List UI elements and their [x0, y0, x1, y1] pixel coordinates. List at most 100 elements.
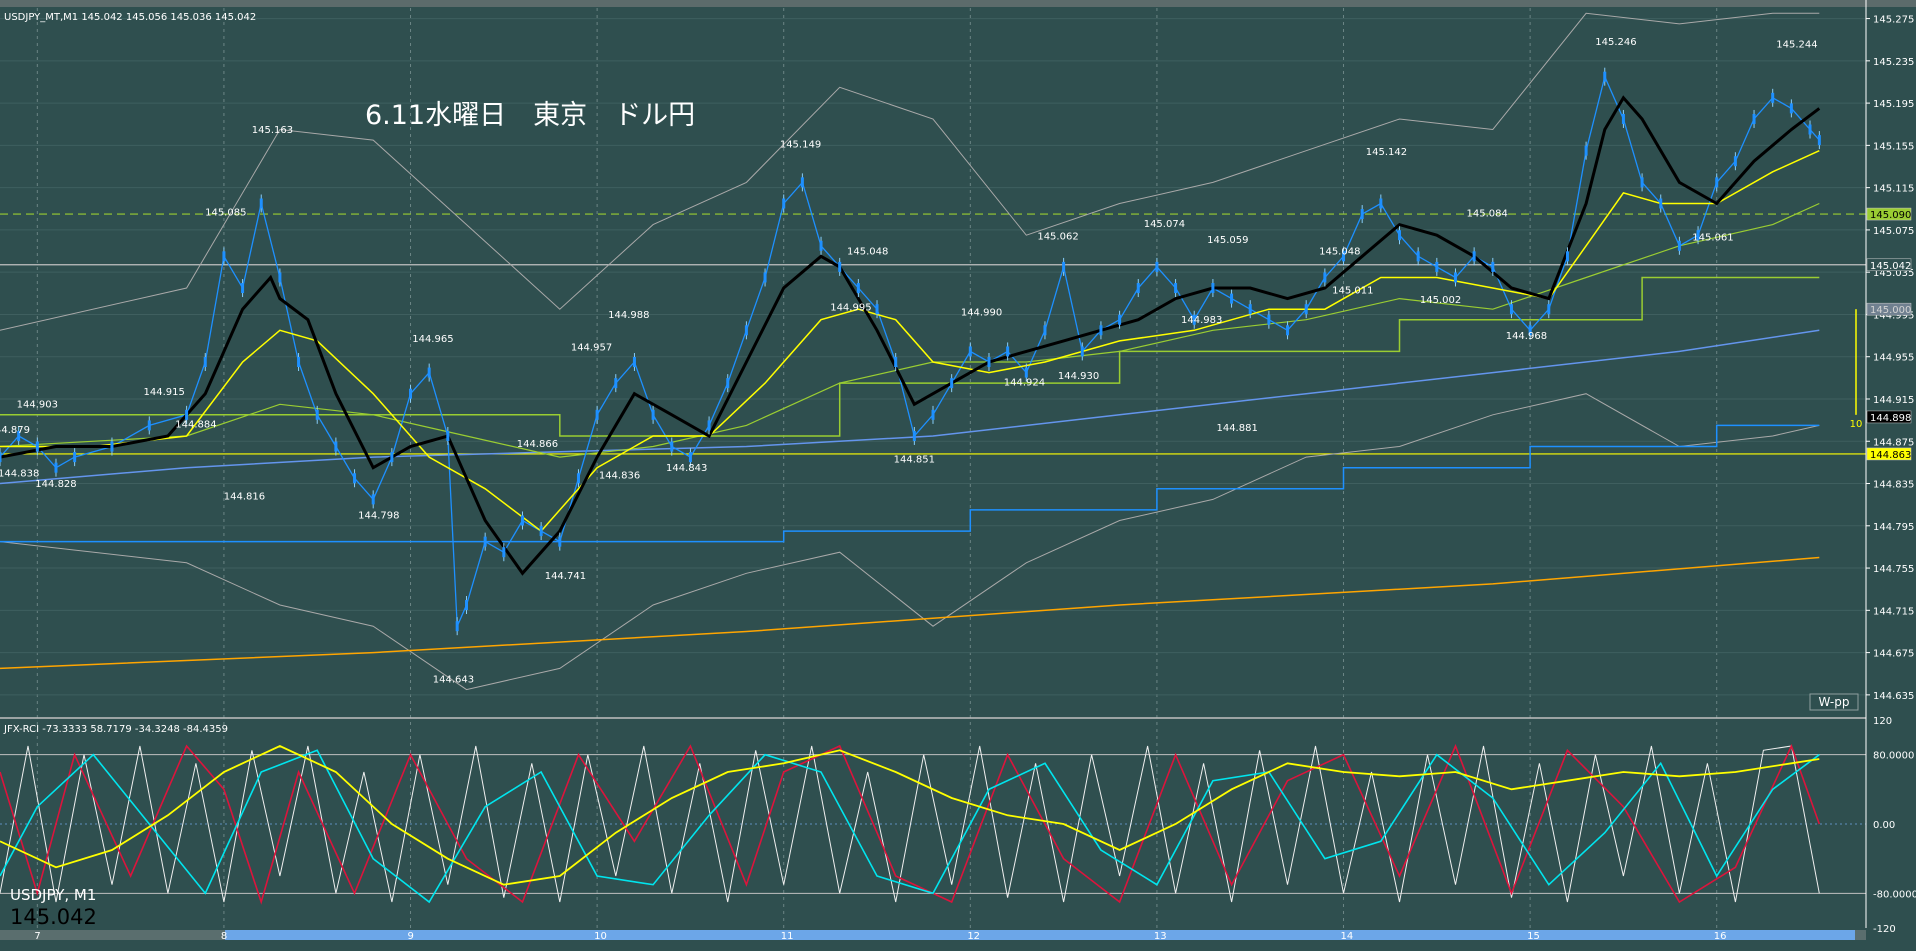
series-line-sma-blue: [0, 329, 1820, 485]
candle-body: [912, 430, 916, 441]
y-tick-label: 144.835: [1873, 480, 1914, 491]
price-annotation: 144.884: [175, 420, 216, 431]
x-tick-label: 15: [1527, 931, 1540, 942]
y-tick-label: 144.715: [1873, 606, 1914, 617]
candle-body: [222, 251, 226, 262]
rci-tick-label: -120: [1873, 924, 1896, 935]
price-annotation: 144.879: [0, 425, 30, 436]
candle-body: [203, 357, 207, 367]
candle-body: [147, 420, 151, 431]
price-annotation: 144.983: [1181, 315, 1222, 326]
candle-body: [1174, 283, 1178, 294]
price-tag-label: 144.863: [1870, 450, 1911, 461]
candle-body: [539, 526, 543, 537]
price-annotation: 144.828: [35, 479, 76, 490]
series-line-bb-upper: [0, 12, 1820, 331]
wpp-badge[interactable]: [1809, 693, 1859, 711]
candle-body: [1472, 251, 1476, 262]
rci-tick-label: 120: [1873, 716, 1892, 727]
price-tag-label: 145.042: [1870, 261, 1911, 272]
last-price-label: 145.042: [10, 905, 97, 929]
candle-body: [1267, 314, 1271, 325]
candle-body: [1062, 261, 1066, 272]
price-annotation: 145.059: [1207, 235, 1248, 246]
price-annotation: 145.011: [1332, 286, 1373, 297]
price-annotation: 145.084: [1467, 208, 1508, 219]
candle-body: [726, 378, 730, 389]
price-annotation: 144.838: [0, 468, 39, 479]
candle-body: [819, 240, 823, 251]
price-annotation: 145.085: [205, 207, 246, 218]
candle-body: [315, 409, 319, 420]
price-tag-label: 145.000: [1870, 305, 1911, 316]
toolbar-strip[interactable]: [0, 0, 1916, 7]
price-tag-label: 144.898: [1870, 413, 1911, 424]
candle-body: [950, 378, 954, 389]
y-tick-label: 145.195: [1873, 99, 1914, 110]
candle-body: [1379, 198, 1383, 209]
rci-pane[interactable]: [0, 743, 1866, 905]
y-tick-label: 145.035: [1873, 268, 1914, 279]
candle-body: [1043, 325, 1047, 336]
x-tick-label: 12: [967, 931, 980, 942]
price-annotation: 145.163: [252, 125, 293, 136]
candle-body: [185, 409, 189, 420]
price-annotation: 144.816: [224, 492, 265, 503]
candle-body: [800, 177, 804, 188]
x-tick-label: 8: [221, 931, 227, 942]
candle-body: [1360, 209, 1364, 220]
price-annotation: 144.851: [894, 455, 935, 466]
candle-body: [1323, 272, 1327, 283]
candle-body: [1416, 251, 1420, 262]
y-tick-label: 144.675: [1873, 649, 1914, 660]
price-annotation: 145.142: [1366, 147, 1407, 158]
candle-body: [241, 283, 245, 294]
candle-body: [1435, 261, 1439, 272]
x-tick-label: 13: [1154, 931, 1167, 942]
candle-body: [1024, 367, 1028, 378]
candle-body: [651, 409, 655, 420]
price-annotation: 144.988: [608, 310, 649, 321]
rci-tick-label: 0.00: [1873, 820, 1895, 831]
candle-body: [632, 357, 636, 367]
series-line-sma-yellow: [0, 150, 1820, 533]
candle-body: [838, 261, 842, 272]
price-annotation: 144.957: [571, 343, 612, 354]
candle-body: [1248, 304, 1252, 315]
price-annotation: 145.061: [1692, 233, 1733, 244]
candle-body: [502, 547, 506, 558]
candle-body: [1136, 283, 1140, 294]
candle-body: [1659, 198, 1663, 209]
candle-body: [465, 600, 468, 611]
candle-body: [1491, 261, 1495, 272]
series-line-step-green: [0, 276, 1820, 437]
candle-body: [595, 409, 599, 420]
price-tag-label: 145.090: [1870, 210, 1911, 221]
y-tick-label: 144.755: [1873, 564, 1914, 575]
scrollbar-thumb[interactable]: [225, 930, 1855, 940]
candle-body: [1230, 293, 1234, 304]
candle-body: [353, 473, 357, 484]
series-line-rci-white: [0, 745, 1820, 903]
candle-body: [931, 409, 935, 420]
price-annotation: 145.048: [1319, 246, 1360, 257]
range-marker-label: 10: [1850, 419, 1863, 430]
candle-body: [1771, 92, 1775, 103]
price-annotation: 145.246: [1595, 37, 1636, 48]
price-annotation: 144.968: [1506, 331, 1547, 342]
candle-body: [1080, 346, 1084, 357]
candle-body: [688, 452, 692, 463]
candle-body: [1453, 272, 1457, 283]
candle-body: [744, 325, 748, 336]
candle-body: [707, 420, 711, 431]
y-tick-label: 144.635: [1873, 691, 1914, 702]
candle-body: [670, 441, 674, 452]
candle-body: [427, 367, 431, 378]
y-tick-label: 145.275: [1873, 15, 1914, 26]
candle-body: [1286, 325, 1290, 336]
price-annotation: 144.843: [666, 463, 707, 474]
